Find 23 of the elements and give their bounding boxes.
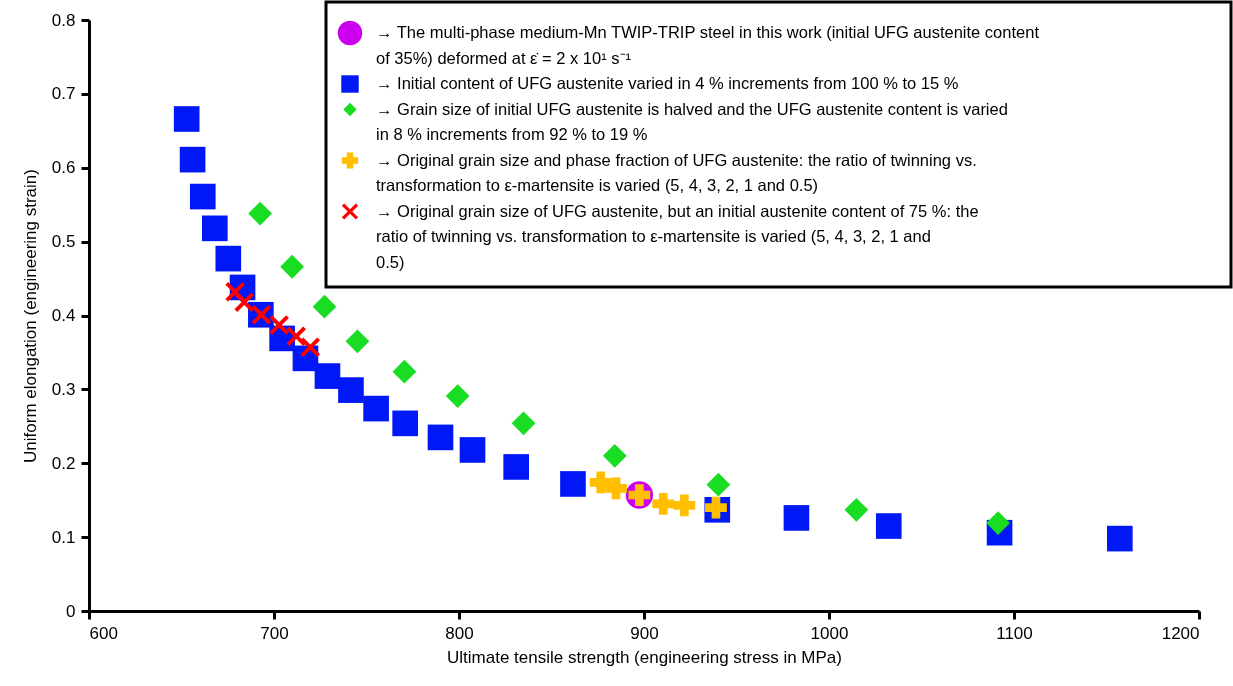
legend-label: → Initial content of UFG austenite varied in 4 % increments from 100 % to 15 % bbox=[376, 74, 959, 92]
x-tick-label: 800 bbox=[445, 623, 474, 643]
x-axis-title: Ultimate tensile strength (engineering stress in MPa) bbox=[447, 647, 842, 667]
x-tick-label: 1200 bbox=[1161, 623, 1200, 643]
y-tick-label: 0.8 bbox=[51, 10, 76, 30]
y-tick-label: 0.6 bbox=[51, 158, 76, 178]
y-tick-label: 0.2 bbox=[51, 453, 76, 473]
x-tick-label: 1100 bbox=[996, 623, 1033, 643]
y-tick-label: 0.3 bbox=[51, 379, 76, 399]
y-axis-title: Uniform elongation (engineering strain) bbox=[20, 169, 40, 463]
legend-label: → The multi-phase medium-Mn TWIP-TRIP steel in this work (initial UFG austenite content of 35%) deformed at ε̇ = 2 x 10¹ s⁻¹ bbox=[376, 23, 1040, 67]
x-tick-label: 600 bbox=[89, 623, 118, 643]
x-tick-label: 1000 bbox=[810, 623, 849, 643]
y-tick-label: 0.5 bbox=[51, 232, 76, 252]
y-tick-label: 0.1 bbox=[51, 527, 76, 547]
y-tick-label: 0.7 bbox=[51, 84, 76, 104]
y-tick-label: 0 bbox=[66, 601, 76, 621]
legend-label: → Original grain size of UFG austenite, but an initial austenite content of 75 %: the ratio of twinning vs. transformation to ε-martensite is varied (5, 4, 3, 2, 1 and 0.5) bbox=[376, 201, 979, 271]
y-tick-label: 0.4 bbox=[51, 306, 76, 325]
x-tick-label: 900 bbox=[630, 623, 659, 643]
legend-label: → Original grain size and phase fraction of UFG austenite: the ratio of twinning vs. transformation to ε-martensite is varied (5, 4, 3, 2, 1 and 0.5) bbox=[376, 150, 977, 194]
x-tick-label: 700 bbox=[260, 623, 289, 643]
legend-label: → Grain size of initial UFG austenite is halved and the UFG austenite content is varied in 8 % increments from 92 % to 19 % bbox=[376, 99, 1008, 143]
